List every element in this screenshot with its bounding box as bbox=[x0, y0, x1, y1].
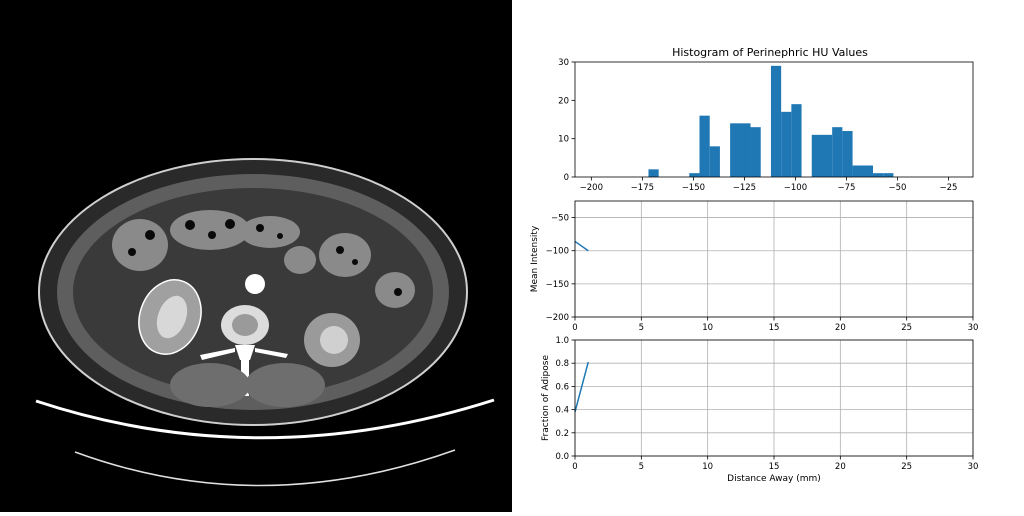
histogram-x-tick-label: −125 bbox=[733, 183, 756, 193]
adipose-fraction-ylabel: Fraction of Adipose bbox=[541, 355, 551, 441]
histogram-bar bbox=[852, 165, 873, 177]
histogram-x-tick-label: −175 bbox=[631, 183, 654, 193]
y-tick-label: 0.0 bbox=[555, 452, 569, 462]
y-tick-label: −100 bbox=[546, 247, 569, 257]
mean-intensity-x-ticks: 0 5 10 15 20 25 30 bbox=[572, 317, 978, 333]
ct-table-bottom bbox=[74, 449, 456, 487]
histogram-bar bbox=[832, 127, 843, 177]
plots-panel: Histogram of Perinephric HU Values −200−… bbox=[512, 0, 1024, 512]
histogram-bar bbox=[689, 173, 700, 177]
x-tick-label: 15 bbox=[769, 323, 780, 333]
histogram-y-ticks: 0 10 20 30 bbox=[558, 58, 575, 183]
transverse-process-left bbox=[255, 348, 288, 358]
histogram-y-tick-label: 30 bbox=[558, 58, 569, 68]
paraspinal-muscle-right bbox=[170, 363, 250, 407]
x-tick-label: 15 bbox=[769, 462, 780, 472]
histogram-bar bbox=[811, 134, 833, 177]
histogram-bar bbox=[709, 146, 720, 177]
y-tick-label: 0.2 bbox=[555, 429, 569, 439]
histogram-y-tick-label: 20 bbox=[558, 96, 569, 106]
aorta bbox=[245, 274, 265, 294]
bowel-gas bbox=[128, 219, 402, 296]
histogram-x-tick-label: −100 bbox=[784, 183, 807, 193]
histogram-x-tick-label: −200 bbox=[580, 183, 603, 193]
histogram-bar bbox=[791, 104, 802, 177]
y-tick-label: −200 bbox=[546, 313, 569, 323]
x-tick-label: 0 bbox=[572, 323, 577, 333]
histogram-title: Histogram of Perinephric HU Values bbox=[672, 46, 868, 59]
histogram-frame bbox=[574, 61, 974, 178]
histogram-x-ticks: −200 −175 −150 −125 −100 −75 −50 −25 bbox=[580, 177, 958, 193]
x-tick-label: 0 bbox=[572, 462, 577, 472]
histogram-y-tick-label: 0 bbox=[564, 173, 569, 183]
y-tick-label: 0.4 bbox=[555, 406, 569, 416]
histogram-bar bbox=[883, 173, 894, 177]
right-kidney-cortex bbox=[156, 295, 188, 339]
x-tick-label: 20 bbox=[835, 462, 846, 472]
x-tick-label: 5 bbox=[639, 323, 644, 333]
histogram-bar bbox=[730, 123, 751, 177]
histogram-bar bbox=[842, 131, 853, 177]
histogram-bars bbox=[648, 65, 894, 177]
histogram-bar bbox=[750, 127, 761, 177]
x-tick-label: 10 bbox=[702, 462, 713, 472]
histogram-y-tick-label: 10 bbox=[558, 135, 569, 145]
ct-image-panel bbox=[0, 0, 512, 512]
spinal-arch bbox=[235, 345, 255, 360]
mean-intensity-y-ticks: −200 −150 −100 −50 bbox=[546, 214, 575, 323]
ct-table-top bbox=[35, 398, 495, 440]
x-tick-label: 25 bbox=[901, 462, 912, 472]
y-tick-label: 1.0 bbox=[555, 336, 569, 346]
histogram-bar bbox=[699, 115, 710, 177]
y-tick-label: 0.8 bbox=[555, 359, 569, 369]
left-kidney-cortex bbox=[320, 326, 348, 354]
y-tick-label: −50 bbox=[551, 214, 569, 224]
x-tick-label: 30 bbox=[968, 462, 979, 472]
histogram-x-tick-label: −150 bbox=[682, 183, 705, 193]
histogram-x-tick-label: −25 bbox=[940, 183, 958, 193]
adipose-fraction-grid bbox=[574, 339, 974, 457]
x-tick-label: 10 bbox=[702, 323, 713, 333]
histogram-bar bbox=[648, 169, 659, 177]
x-tick-label: 30 bbox=[968, 323, 979, 333]
mean-intensity-line bbox=[574, 240, 589, 252]
transverse-process-right bbox=[200, 348, 235, 360]
charts-svg: Histogram of Perinephric HU Values −200−… bbox=[530, 46, 978, 484]
adipose-fraction-xlabel: Distance Away (mm) bbox=[727, 474, 821, 484]
histogram-bar bbox=[770, 65, 782, 177]
x-tick-label: 5 bbox=[639, 462, 644, 472]
adipose-fraction-x-ticks: 0 5 10 15 20 25 30 bbox=[572, 456, 978, 472]
vertebral-marrow bbox=[232, 314, 258, 336]
adipose-fraction-y-ticks: 0.0 0.2 0.4 0.6 0.8 1.0 bbox=[555, 336, 575, 462]
histogram-x-tick-label: −75 bbox=[837, 183, 855, 193]
adipose-fraction-frame bbox=[574, 339, 974, 457]
adipose-fraction-line bbox=[574, 361, 589, 413]
mean-intensity-grid bbox=[574, 201, 974, 318]
ct-scan-image bbox=[35, 158, 495, 487]
y-tick-label: 0.6 bbox=[555, 382, 569, 392]
mean-intensity-frame bbox=[574, 200, 974, 318]
histogram-bar bbox=[781, 111, 792, 177]
paraspinal-muscle-left bbox=[245, 363, 325, 407]
y-tick-label: −150 bbox=[546, 280, 569, 290]
x-tick-label: 20 bbox=[835, 323, 846, 333]
x-tick-label: 25 bbox=[901, 323, 912, 333]
histogram-bar bbox=[872, 173, 884, 177]
histogram-x-tick-label: −50 bbox=[889, 183, 907, 193]
mean-intensity-ylabel: Mean Intensity bbox=[530, 225, 540, 292]
